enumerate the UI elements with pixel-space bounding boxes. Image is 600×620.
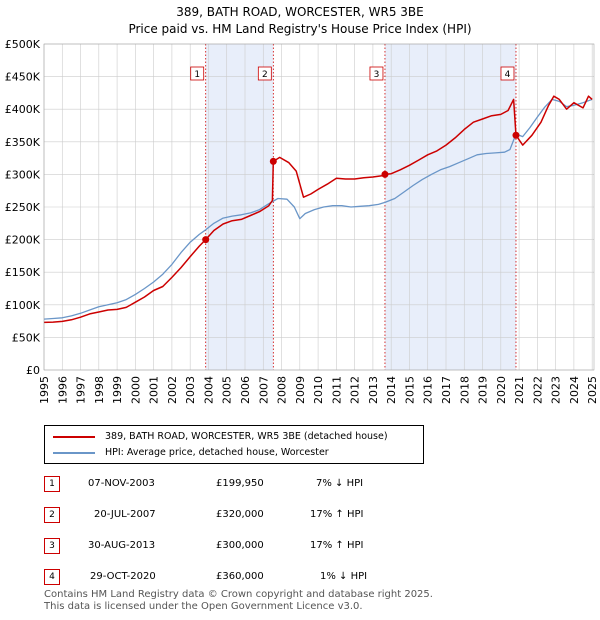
price-chart: 1 2 3 4 £0 £50K £100K £150K £200K £250K £300K £350…	[5, 38, 599, 404]
sale-point	[512, 131, 520, 139]
sale-price: £360,000	[216, 571, 264, 582]
y-tick-label: £450K	[5, 71, 41, 84]
plot-frame	[43, 43, 595, 371]
footer-line2: This data is licensed under the Open Gov…	[44, 601, 363, 612]
y-tick-label: £100K	[5, 299, 41, 312]
sale-badge: 1	[44, 476, 60, 492]
x-tick-label: 2000	[129, 376, 142, 404]
x-tick-label: 2020	[495, 376, 508, 404]
x-tick-label: 2025	[586, 376, 599, 404]
sale-box	[257, 66, 272, 81]
legend-swatch-hpi	[53, 452, 95, 454]
sale-date: 30-AUG-2013	[88, 540, 156, 551]
x-tick-label: 2003	[184, 376, 197, 404]
x-tick-label: 2019	[477, 376, 490, 404]
x-tick-label: 1999	[111, 376, 124, 404]
x-tick-label: 2015	[403, 376, 416, 404]
x-tick-label: 2008	[276, 376, 289, 404]
y-tick-label: £500K	[5, 38, 41, 51]
sale-box	[369, 66, 384, 81]
y-tick-label: £350K	[5, 136, 41, 149]
x-tick-label: 2023	[550, 376, 563, 404]
sale-point	[202, 236, 210, 244]
x-tick-label: 2013	[367, 376, 380, 404]
sale-box-label: 4	[505, 70, 511, 80]
legend-label-hpi: HPI: Average price, detached house, Worc…	[105, 447, 329, 458]
y-tick-label: £250K	[5, 201, 41, 214]
sale-hpi-change: 1% ↓ HPI	[320, 571, 368, 582]
sale-date: 20-JUL-2007	[94, 509, 156, 520]
legend-label-price: 389, BATH ROAD, WORCESTER, WR5 3BE (deta…	[105, 431, 388, 442]
chart-title: 389, BATH ROAD, WORCESTER, WR5 3BE Price…	[0, 4, 600, 38]
y-axis-ticks: £0 £50K £100K £150K £200K £250K £300K £350K £400…	[5, 38, 41, 377]
sale-label-boxes: 1 2 3 4	[190, 66, 515, 81]
x-tick-label: 1995	[38, 376, 51, 404]
x-axis-ticks: 1995 1996 1997 1998 1999 2000 2001 2002 2003 2004…	[38, 376, 599, 404]
sale-badge: 2	[44, 507, 60, 523]
sale-box-label: 2	[262, 70, 268, 80]
x-tick-label: 2024	[568, 376, 581, 404]
x-tick-label: 2018	[458, 376, 471, 404]
x-tick-label: 2010	[312, 376, 325, 404]
sale-box	[500, 66, 515, 81]
x-tick-label: 1998	[93, 376, 106, 404]
x-tick-label: 2022	[531, 376, 544, 404]
sale-box-label: 3	[374, 70, 380, 80]
sale-row-4: 4 29-OCT-2020 £360,000 1% ↓ HPI	[44, 569, 444, 585]
sale-badge: 4	[44, 569, 60, 585]
x-tick-label: 2012	[349, 376, 362, 404]
sale-date: 29-OCT-2020	[90, 571, 156, 582]
x-tick-label: 2011	[330, 376, 343, 404]
sale-price: £300,000	[216, 540, 264, 551]
y-tick-label: £400K	[5, 103, 41, 116]
sale-point	[269, 157, 277, 165]
sale-date: 07-NOV-2003	[88, 478, 155, 489]
sale-price: £320,000	[216, 509, 264, 520]
sale-hpi-change: 7% ↓ HPI	[316, 478, 364, 489]
price-paid-line	[43, 95, 593, 324]
footer-line1: Contains HM Land Registry data © Crown c…	[44, 589, 433, 600]
y-tick-label: £200K	[5, 234, 41, 247]
x-tick-label: 2002	[166, 376, 179, 404]
hpi-line	[43, 98, 593, 320]
x-tick-label: 2001	[148, 376, 161, 404]
sale-badge: 3	[44, 538, 60, 554]
x-tick-label: 2004	[202, 376, 215, 404]
sale-row-2: 2 20-JUL-2007 £320,000 17% ↑ HPI	[44, 507, 444, 523]
sale-box	[190, 66, 205, 81]
x-tick-label: 2009	[294, 376, 307, 404]
y-tick-label: £150K	[5, 266, 41, 279]
x-tick-label: 2021	[513, 376, 526, 404]
sale-hpi-change: 17% ↑ HPI	[310, 509, 364, 520]
sale-point	[381, 170, 389, 178]
x-tick-label: 2006	[239, 376, 252, 404]
x-tick-label: 2014	[385, 376, 398, 404]
sale-markers	[202, 131, 520, 244]
x-tick-label: 1997	[75, 376, 88, 404]
x-tick-label: 2017	[440, 376, 453, 404]
sale-price: £199,950	[216, 478, 264, 489]
chart-title-line2: Price paid vs. HM Land Registry's House …	[128, 22, 472, 36]
y-tick-label: £0	[26, 364, 40, 377]
x-tick-label: 2016	[422, 376, 435, 404]
chart-title-line1: 389, BATH ROAD, WORCESTER, WR5 3BE	[176, 5, 424, 19]
chart-series	[43, 95, 593, 324]
x-tick-label: 2007	[257, 376, 270, 404]
footer-attribution: Contains HM Land Registry data © Crown c…	[44, 589, 433, 613]
sale-row-3: 3 30-AUG-2013 £300,000 17% ↑ HPI	[44, 538, 444, 554]
sale-row-1: 1 07-NOV-2003 £199,950 7% ↓ HPI	[44, 476, 444, 492]
sale-box-label: 1	[194, 70, 200, 80]
x-tick-label: 1996	[56, 376, 69, 404]
sale-hpi-change: 17% ↑ HPI	[310, 540, 364, 551]
chart-legend: 389, BATH ROAD, WORCESTER, WR5 3BE (deta…	[44, 425, 424, 464]
x-tick-label: 2005	[221, 376, 234, 404]
y-tick-label: £50K	[12, 331, 41, 344]
y-tick-label: £300K	[5, 168, 41, 181]
legend-swatch-price	[53, 436, 95, 438]
